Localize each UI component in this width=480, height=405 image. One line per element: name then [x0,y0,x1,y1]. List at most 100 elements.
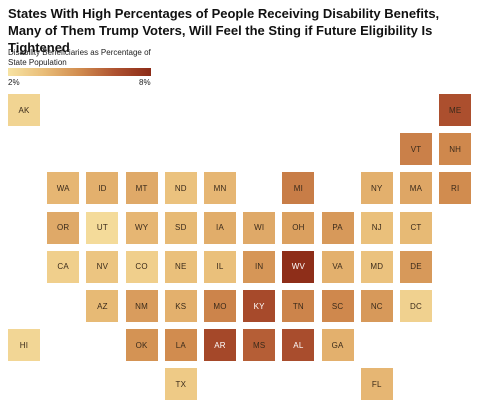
state-label: AR [214,340,226,350]
state-tile-md: MD [360,250,393,283]
state-tile-nj: NJ [360,211,393,244]
state-label: LA [175,340,186,350]
state-tile-ak: AK [8,94,40,126]
state-label: MI [293,183,304,193]
state-label: AL [293,340,304,350]
state-tile-nc: NC [360,290,393,322]
state-label: MN [213,183,227,193]
state-label: NJ [371,223,382,233]
state-label: HI [19,340,29,350]
legend-color-bar [8,68,151,76]
state-tile-ar: AR [204,329,236,362]
state-tile-mo: MO [204,290,236,322]
state-label: WA [56,183,70,193]
state-label: NY [371,183,383,193]
state-tile-ga: GA [321,329,354,362]
state-tile-il: IL [204,250,236,283]
state-tile-wv: WV [282,250,315,283]
state-label: MT [135,183,148,193]
state-tile-wa: WA [47,172,80,205]
state-label: CA [57,262,69,272]
state-tile-vt: VT [400,133,432,166]
state-label: ID [98,183,107,193]
state-label: IN [254,262,264,272]
state-tile-ma: MA [400,172,432,205]
state-label: AK [18,105,30,115]
state-tile-ok: OK [125,329,158,362]
state-label: GA [331,340,344,350]
state-label: PA [332,223,343,233]
state-tile-mn: MN [204,172,236,205]
state-label: CT [410,223,422,233]
state-label: AZ [97,301,108,311]
state-tile-ne: NE [164,250,197,283]
legend-min-label: 2% [8,78,20,87]
state-label: OK [135,340,148,350]
state-label: OH [292,223,305,233]
state-label: IA [216,223,224,233]
state-label: KS [175,301,187,311]
state-label: NV [96,262,109,272]
state-label: MS [252,340,266,350]
state-label: FL [371,379,382,389]
state-tile-hi: HI [8,329,40,362]
state-tile-ca: CA [47,250,80,283]
state-tile-tx: TX [164,368,197,401]
state-label: MA [409,183,423,193]
state-tile-tn: TN [282,290,315,322]
state-label: WI [254,223,265,233]
state-tile-nh: NH [439,133,472,166]
state-tile-oh: OH [282,211,315,244]
state-label: OR [56,223,70,233]
state-label: ME [448,105,462,115]
state-label: MO [213,301,227,311]
state-tile-co: CO [125,250,158,283]
state-tile-az: AZ [86,290,119,322]
state-label: SC [331,301,344,311]
state-tile-fl: FL [360,368,393,401]
state-label: IL [216,262,224,272]
state-tile-va: VA [321,250,354,283]
state-label: CO [135,262,148,272]
state-label: NE [175,262,187,272]
state-label: MD [370,262,384,272]
state-tile-wy: WY [125,211,158,244]
state-tile-sc: SC [321,290,354,322]
state-label: WY [134,223,149,233]
legend-max-label: 8% [139,78,151,87]
state-tile-ri: RI [439,172,472,205]
state-label: NM [135,301,149,311]
state-label: ND [174,183,187,193]
state-tile-or: OR [47,211,80,244]
state-label: KY [253,301,265,311]
state-label: VT [410,144,422,154]
state-label: SD [175,223,187,233]
state-tile-dc: DC [400,290,432,322]
chart-title: States With High Percentages of People R… [8,6,440,55]
state-tile-wi: WI [243,211,276,244]
state-tile-ms: MS [243,329,276,362]
state-label: NH [449,144,462,154]
state-tile-nm: NM [125,290,158,322]
state-tile-ky: KY [243,290,276,322]
state-tile-la: LA [164,329,197,362]
state-tile-me: ME [439,94,472,126]
state-tile-ct: CT [400,211,432,244]
state-label: WV [291,262,306,272]
state-tile-mt: MT [125,172,158,205]
state-tile-al: AL [282,329,315,362]
state-tile-de: DE [400,250,432,283]
state-label: UT [96,223,108,233]
state-label: NC [370,301,383,311]
state-tile-ut: UT [86,211,119,244]
state-tile-nd: ND [164,172,197,205]
state-label: DC [410,301,422,311]
state-tile-nv: NV [86,250,119,283]
state-tile-mi: MI [282,172,315,205]
state-tile-pa: PA [321,211,354,244]
state-label: TX [175,379,187,389]
state-label: VA [332,262,343,272]
state-label: RI [450,183,460,193]
legend-title: Disability Beneficiaries as Percentage o… [8,48,151,67]
